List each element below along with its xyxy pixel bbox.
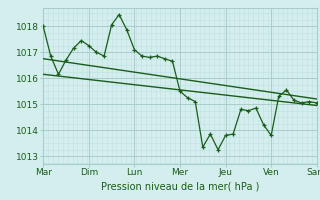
X-axis label: Pression niveau de la mer( hPa ): Pression niveau de la mer( hPa ) [101,181,259,191]
